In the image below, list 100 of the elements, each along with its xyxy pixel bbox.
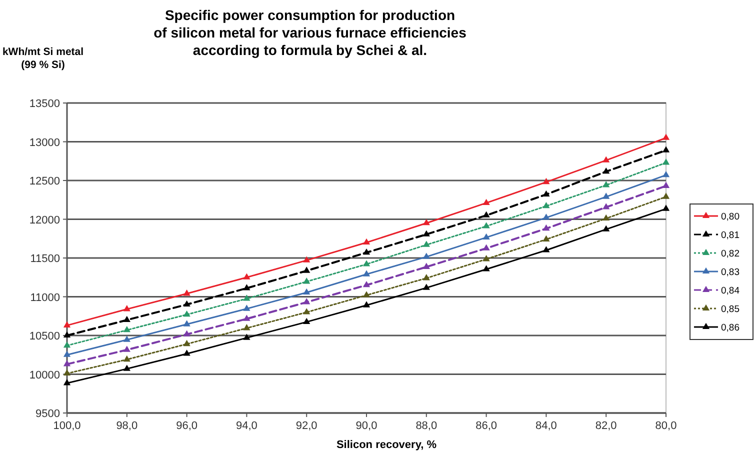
point [362, 248, 370, 255]
point [482, 265, 490, 272]
point [542, 190, 550, 197]
point [482, 255, 490, 262]
point [63, 341, 71, 348]
point [183, 300, 190, 307]
point [602, 192, 610, 199]
legend-label: 0,80 [721, 212, 740, 222]
x-tick-label: 94,0 [236, 420, 258, 432]
x-tick-label: 90,0 [356, 420, 378, 432]
point [183, 350, 190, 356]
point [482, 222, 490, 228]
y-tick-label: 11500 [30, 253, 60, 265]
x-tick-label: 88,0 [416, 420, 438, 432]
point [362, 301, 370, 308]
point [542, 178, 550, 184]
point [662, 146, 670, 152]
point [63, 350, 71, 357]
point [422, 262, 430, 269]
point [123, 336, 130, 342]
point [602, 203, 610, 210]
point [542, 202, 550, 208]
point [542, 235, 550, 242]
y-tick-label: 10000 [29, 369, 60, 382]
point [303, 298, 310, 304]
point [183, 290, 190, 296]
point [422, 274, 430, 280]
point [123, 355, 130, 362]
point [542, 246, 550, 252]
point [482, 198, 490, 206]
legend-label: 0,86 [721, 322, 740, 334]
point [183, 330, 190, 336]
point [482, 211, 490, 218]
point [243, 324, 250, 330]
point [422, 240, 430, 247]
point [243, 334, 250, 340]
point [183, 320, 190, 326]
y-tick-label: 11000 [30, 292, 60, 304]
point [602, 156, 610, 162]
point [303, 318, 310, 324]
point [482, 244, 490, 250]
legend-label: 0,85 [721, 304, 740, 315]
legend-label: 0,84 [721, 286, 740, 296]
point [362, 270, 370, 276]
point [662, 134, 670, 140]
point [243, 284, 250, 290]
point [123, 326, 130, 332]
x-tick-label: 82,0 [595, 420, 617, 432]
point [422, 284, 430, 290]
point [303, 278, 310, 284]
y-tick-label: 12000 [29, 214, 60, 226]
point [662, 170, 670, 178]
legend-label: 0,83 [721, 267, 740, 278]
point [303, 308, 310, 314]
point [602, 214, 610, 221]
point [602, 225, 610, 232]
point [303, 266, 310, 273]
x-tick-label: 92,0 [296, 420, 318, 432]
x-tick-label: 100,0 [53, 420, 81, 432]
point [602, 181, 610, 188]
point [482, 233, 490, 240]
y-tick-label: 12500 [29, 176, 60, 188]
point [422, 230, 430, 236]
point [422, 219, 430, 226]
y-axis-title: kWh/mt Si metal (99 % Si) [2, 46, 84, 71]
point [123, 316, 130, 322]
point [662, 192, 670, 199]
point [662, 182, 670, 188]
point [362, 281, 370, 288]
x-tick-label: 96,0 [176, 420, 198, 432]
y-tick-label: 10500 [29, 330, 60, 342]
point [183, 310, 190, 317]
point [542, 214, 550, 220]
point [183, 340, 190, 346]
x-axis-title: Silicon recovery, % [336, 439, 437, 451]
y-tick-label: 9500 [36, 408, 60, 420]
x-tick-label: 84,0 [535, 420, 557, 432]
point [542, 224, 550, 231]
point [63, 321, 71, 328]
point [362, 238, 370, 245]
point [602, 167, 610, 174]
point [123, 346, 130, 352]
point [303, 288, 310, 295]
point [123, 364, 130, 371]
point [422, 252, 430, 259]
chart-title: Specific power consumption for production of silicon metal for various furnace efficiencies according to formula by Schei & al. [154, 7, 467, 58]
point [362, 260, 370, 266]
x-tick-label: 86,0 [476, 420, 498, 432]
point [662, 204, 670, 211]
point [63, 360, 71, 366]
legend-label: 0,82 [721, 248, 740, 260]
x-tick-label: 98,0 [116, 420, 138, 432]
point [662, 158, 670, 165]
point [362, 291, 370, 298]
x-tick-label: 80,0 [655, 420, 677, 432]
point [303, 256, 310, 262]
point [243, 314, 250, 321]
y-tick-label: 13000 [29, 136, 60, 149]
point [123, 305, 130, 312]
y-tick-label: 13500 [29, 98, 60, 110]
